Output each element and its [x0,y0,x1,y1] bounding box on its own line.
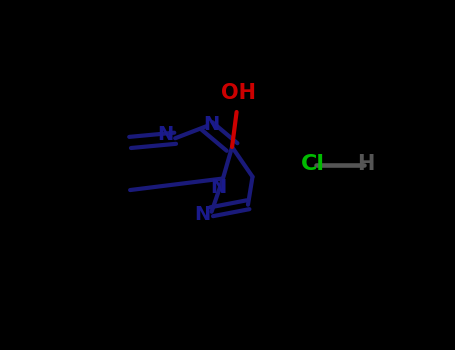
Text: H: H [358,154,375,175]
Text: N: N [210,178,227,197]
Text: Cl: Cl [301,154,324,175]
Text: N: N [203,115,220,134]
Text: N: N [157,125,173,144]
Text: N: N [194,205,211,224]
Text: OH: OH [222,83,256,103]
